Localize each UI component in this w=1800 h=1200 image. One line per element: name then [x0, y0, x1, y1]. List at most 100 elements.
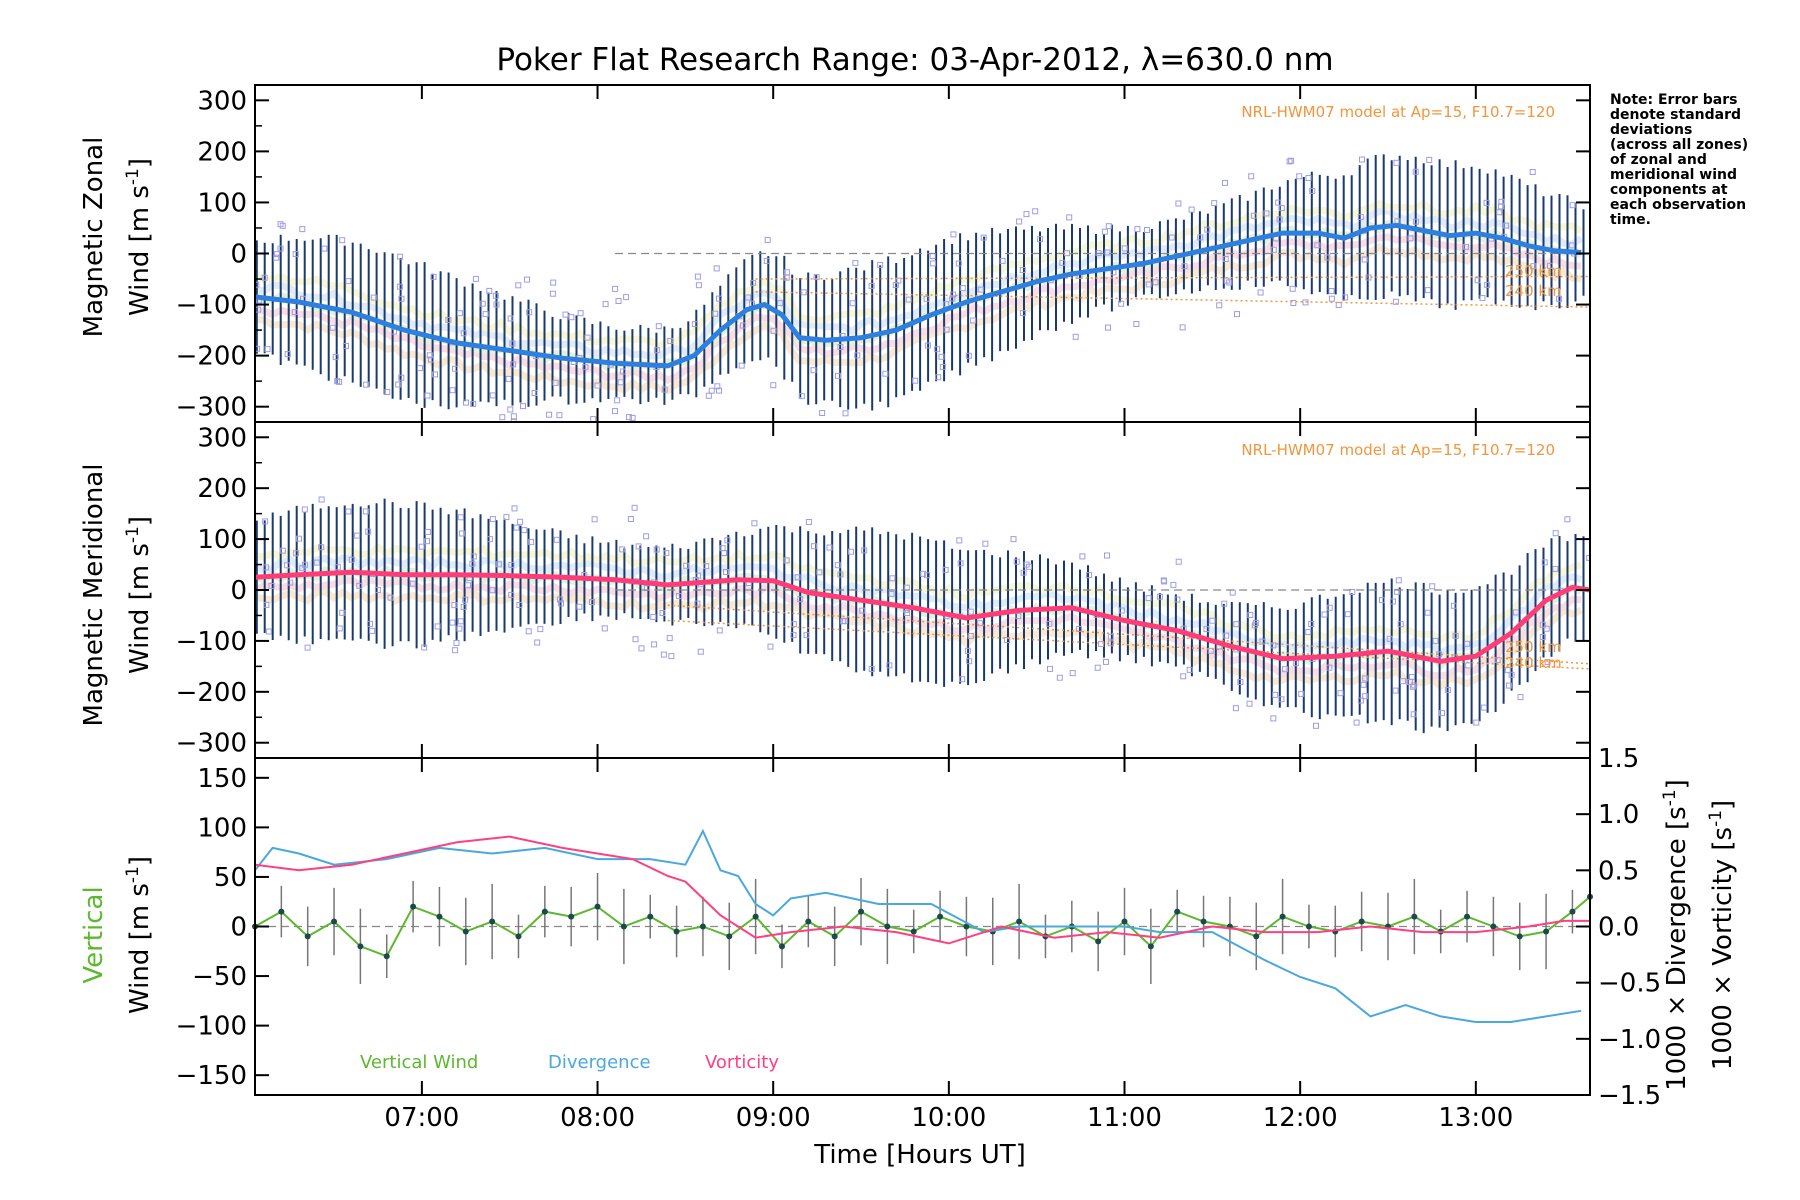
- meridional-scatter-point: [638, 645, 645, 652]
- zonal-ytick-label: −200: [176, 342, 247, 372]
- zonal-scatter-point: [492, 292, 499, 299]
- vertical-wind-point: [1464, 913, 1471, 920]
- zonal-scatter-point: [664, 430, 669, 435]
- svg-text:Wind [m s-1]: Wind [m s-1]: [123, 856, 155, 1014]
- meridional-scatter-point: [1326, 604, 1333, 611]
- meridional-ytick-label: 200: [197, 474, 247, 504]
- meridional-scatter-point: [1344, 611, 1351, 618]
- meridional-scatter-point: [453, 640, 460, 646]
- meridional-scatter-point: [1544, 659, 1551, 666]
- meridional-scatter-point: [1313, 722, 1319, 729]
- zonal-scatter-point: [970, 317, 977, 324]
- zonal-scatter-point: [321, 245, 328, 252]
- meridional-scatter-point: [859, 607, 866, 614]
- zonal-scatter-point: [615, 298, 622, 304]
- meridional-scatter-point: [1465, 662, 1472, 669]
- svg-text:1000 × Divergence [s-1]: 1000 × Divergence [s-1]: [1660, 779, 1692, 1091]
- meridional-scatter-point: [1362, 693, 1369, 700]
- zonal-scatter-point: [1101, 228, 1108, 235]
- zonal-scatter-point: [299, 226, 306, 233]
- meridional-scatter-point: [886, 662, 893, 669]
- meridional-scatter-point: [889, 575, 896, 582]
- vertical-ytick-label: 0: [230, 913, 247, 943]
- meridional-model-line-240: [667, 619, 1590, 670]
- zonal-scatter: [255, 156, 1578, 435]
- zonal-scatter-point: [955, 260, 962, 267]
- zonal-scatter-point: [1547, 262, 1553, 269]
- svg-text:1000 × Vorticity [s-1]: 1000 × Vorticity [s-1]: [1706, 800, 1738, 1070]
- meridional-scatter-point: [1221, 600, 1228, 607]
- meridional-scatter-point: [783, 557, 790, 564]
- meridional-scatter-point: [643, 533, 650, 540]
- meridional-scatter-point: [528, 538, 535, 545]
- meridional-scatter-point: [516, 602, 523, 608]
- meridional-panel: 300 200 100 0 −100 −200 −300 NRL-HWM07 model a…: [79, 421, 1591, 759]
- zonal-scatter-point: [1530, 263, 1537, 270]
- zonal-scatter-point: [980, 234, 987, 241]
- meridional-scatter-point: [508, 561, 515, 568]
- meridional-scatter-point: [1251, 622, 1258, 629]
- zonal-error-bars: [255, 154, 1585, 411]
- vertical-wind-point: [831, 933, 838, 940]
- zonal-scatter-point: [460, 330, 467, 337]
- zonal-scatter-point: [667, 337, 674, 344]
- zonal-scatter-point: [515, 282, 522, 289]
- right-ytick-label: 1.0: [1598, 800, 1639, 830]
- svg-text:Wind [m s-1]: Wind [m s-1]: [123, 516, 155, 674]
- zonal-scatter-point: [923, 295, 930, 302]
- zonal-scatter-point: [738, 362, 745, 369]
- meridional-scatter-point: [1393, 588, 1400, 595]
- zonal-scatter-point: [417, 365, 424, 372]
- zonal-scatter-point: [714, 383, 721, 390]
- zonal-scatter-point: [1335, 302, 1342, 308]
- meridional-scatter-point: [848, 548, 854, 555]
- zonal-scatter-point: [770, 382, 777, 389]
- meridional-scatter-point: [1156, 593, 1163, 600]
- svg-text:Wind [m s-1]: Wind [m s-1]: [123, 158, 155, 316]
- meridional-scatter-point: [794, 574, 801, 581]
- x-tick-label: 07:00: [384, 1103, 459, 1133]
- zonal-scatter-point: [273, 251, 280, 258]
- zonal-scatter-point: [950, 231, 957, 238]
- meridional-scatter-point: [810, 543, 817, 550]
- zonal-scatter-point: [1248, 173, 1255, 180]
- meridional-scatter-point: [1517, 694, 1524, 701]
- zonal-scatter-point: [1305, 175, 1312, 181]
- meridional-scatter-point: [1464, 640, 1471, 647]
- note-line: (across all zones): [1610, 137, 1748, 153]
- meridional-scatter-point: [651, 641, 658, 648]
- meridional-scatter-point: [374, 587, 381, 593]
- meridional-scatter-point: [336, 625, 343, 632]
- zonal-scatter-point: [470, 401, 477, 407]
- meridional-scatter-point: [508, 591, 515, 598]
- meridional-scatter-point: [345, 508, 352, 515]
- zonal-scatter-point: [1144, 227, 1150, 233]
- meridional-scatter-point: [489, 516, 496, 523]
- meridional-scatter-point: [1010, 536, 1017, 543]
- zonal-scatter-point: [1359, 156, 1365, 163]
- x-axis-title: Time [Hours UT]: [813, 1140, 1026, 1170]
- zonal-scatter-point: [770, 327, 777, 334]
- meridional-scatter-point: [469, 560, 476, 567]
- meridional-scatter-point: [265, 628, 272, 635]
- figure-title: Poker Flat Research Range: 03-Apr-2012, …: [496, 42, 1333, 78]
- vertical-wind-line: [254, 896, 1591, 958]
- zonal-scatter-point: [854, 352, 861, 359]
- meridional-scatter-point: [348, 556, 355, 563]
- zonal-scatter-point: [939, 363, 946, 370]
- zonal-scatter-point: [264, 346, 271, 353]
- meridional-scatter-point: [1229, 589, 1236, 596]
- meridional-ytick-label: 100: [197, 525, 247, 555]
- meridional-scatter-point: [1450, 602, 1457, 609]
- zonal-scatter-point: [694, 273, 701, 280]
- zonal-scatter-point: [1032, 208, 1039, 215]
- zonal-scatter-point: [339, 237, 346, 244]
- meridional-scatter-point: [296, 535, 302, 542]
- meridional-scatter-point: [1292, 660, 1299, 667]
- zonal-scatter-point: [1569, 202, 1576, 209]
- zonal-scatter-point: [999, 257, 1006, 264]
- zonal-scatter-point: [556, 412, 563, 419]
- vertical-wind-point: [541, 908, 548, 915]
- meridional-scatter-point: [1246, 700, 1253, 707]
